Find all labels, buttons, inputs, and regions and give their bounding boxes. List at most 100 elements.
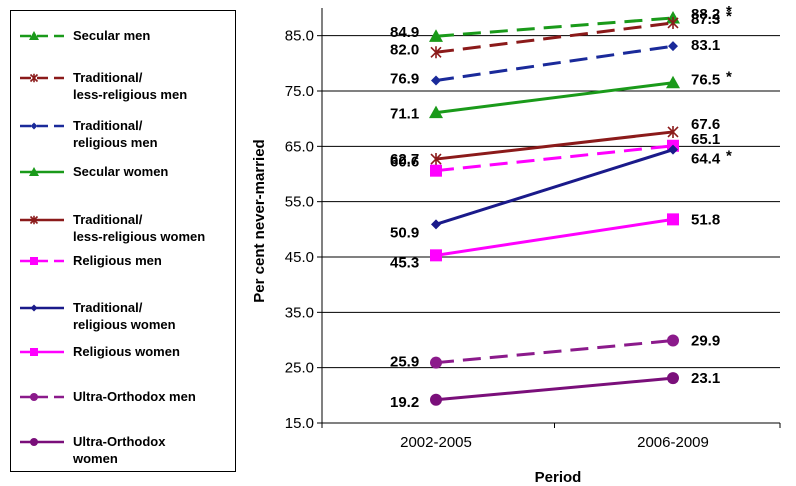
gridlines [322, 35, 780, 369]
legend-swatch-marker [30, 393, 38, 401]
data-label: 67.6 [691, 116, 720, 133]
data-label: 76.9 [390, 70, 419, 87]
data-point [667, 334, 679, 347]
data-point [430, 356, 442, 369]
legend-label: Ultra-Orthodox men [73, 389, 196, 404]
series-line [435, 148, 674, 226]
y-axis-title: Per cent never-married [251, 139, 268, 302]
data-point [431, 219, 441, 230]
data-label: 84.9 [390, 24, 419, 41]
legend-item-traditional-less-religious-men: Traditional/less-religious men [20, 70, 187, 102]
data-label: 23.1 [691, 370, 720, 387]
data-point [666, 75, 680, 89]
series-secular-women [429, 75, 680, 119]
series-traditional-religious-women [431, 144, 678, 230]
legend-label: Religious men [73, 253, 162, 268]
y-tick-label: 55.0 [285, 194, 314, 211]
axes: 15.0 25.0 35.0 45.0 55.0 65.0 75.0 85.0 2002-200… [285, 8, 781, 451]
legend-item-religious-women: Religious women [20, 344, 180, 359]
data-point [430, 249, 442, 262]
y-tick-label: 15.0 [285, 415, 314, 432]
legend-item-secular-men: Secular men [20, 28, 150, 43]
data-label: 82.0 [390, 41, 419, 58]
legend-item-traditional-less-religious-women: Traditional/less-religious women [20, 212, 205, 244]
data-label: 50.9 [390, 224, 419, 241]
data-label: 25.9 [390, 354, 419, 371]
series-line [435, 376, 674, 402]
legend-label: Secular women [73, 164, 168, 179]
y-tick-label: 45.0 [285, 249, 314, 266]
x-tick-label: 2002-2005 [400, 434, 472, 451]
data-point [668, 144, 678, 155]
legend-label: Traditional/ [73, 70, 143, 85]
data-label: 87.3 [691, 11, 720, 28]
series-lines [429, 10, 680, 406]
legend-label: religious men [73, 135, 158, 150]
legend-label: religious women [73, 317, 176, 332]
legend-swatch-marker [30, 122, 38, 130]
series-line [435, 130, 674, 161]
data-label: 60.6 [390, 154, 419, 171]
legend-swatch-marker [30, 438, 38, 446]
legend-label: Traditional/ [73, 300, 143, 315]
data-point [667, 125, 679, 138]
data-point [430, 164, 442, 177]
legend-label: less-religious women [73, 229, 205, 244]
legend-label: women [72, 451, 118, 466]
legend-item-traditional-religious-women: Traditional/religious women [20, 300, 176, 332]
data-point [430, 153, 442, 166]
legend-item-secular-women: Secular women [20, 164, 168, 179]
legend-label: Ultra-Orthodox [73, 434, 166, 449]
data-label: 51.8 [691, 211, 720, 228]
data-label: 88.2 [691, 6, 720, 23]
data-point [430, 393, 442, 406]
data-point [429, 29, 443, 42]
data-point [667, 213, 679, 226]
legend-label: less-religious men [73, 87, 187, 102]
series-line [435, 21, 674, 54]
data-point [667, 16, 679, 29]
legend-label: Religious women [73, 344, 180, 359]
series-religious-women [430, 213, 679, 262]
data-point [429, 105, 443, 119]
series-line [435, 339, 674, 365]
legend-swatch-marker [29, 215, 39, 225]
legend-entries: Secular men Traditional/less-religious me… [20, 28, 205, 466]
data-label: 29.9 [691, 333, 720, 350]
legend-label: Traditional/ [73, 212, 143, 227]
legend-item-ultra-orthodox-women: Ultra-Orthodox women [20, 434, 166, 466]
series-line [435, 144, 674, 173]
series-line [435, 44, 674, 82]
y-tick-label: 35.0 [285, 304, 314, 321]
x-axis-title: Period [535, 469, 582, 486]
legend-swatch-marker [30, 304, 38, 312]
legend-label: Traditional/ [73, 118, 143, 133]
data-label: 71.1 [390, 106, 419, 123]
y-tick-label: 65.0 [285, 138, 314, 155]
series-line [435, 16, 674, 38]
y-tick-label: 85.0 [285, 28, 314, 45]
legend-item-ultra-orthodox-men: Ultra-Orthodox men [20, 389, 196, 404]
significance-star: * [726, 69, 732, 86]
series-line [435, 217, 674, 257]
significance-star: * [726, 8, 732, 25]
legend-swatch-marker [29, 167, 39, 176]
legend-swatch-marker [29, 73, 39, 83]
data-point [430, 46, 442, 59]
data-label: 76.5 [691, 72, 720, 89]
data-label: 65.1 [691, 131, 720, 148]
data-point [667, 372, 679, 385]
data-label: 19.2 [390, 394, 419, 411]
significance-star: * [726, 148, 732, 165]
data-label: 64.4 [691, 151, 721, 168]
data-label: 62.7 [390, 151, 419, 168]
legend-swatch-marker [29, 31, 39, 40]
y-tick-label: 25.0 [285, 360, 314, 377]
data-point [431, 75, 441, 86]
y-tick-label: 75.0 [285, 83, 314, 100]
data-point [668, 41, 678, 52]
significance-star: * [726, 3, 732, 20]
data-label: 83.1 [691, 37, 720, 54]
series-traditional-less-religious-women [430, 125, 679, 166]
series-ultra-orthodox-women [430, 372, 679, 406]
